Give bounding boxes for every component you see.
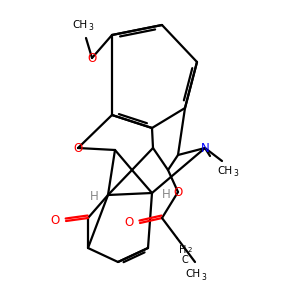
Text: 3: 3 <box>234 169 239 178</box>
Text: H: H <box>179 245 187 255</box>
Text: H: H <box>162 188 170 202</box>
Text: 3: 3 <box>202 272 206 281</box>
Text: N: N <box>201 142 209 154</box>
Text: C: C <box>182 255 188 265</box>
Text: O: O <box>173 185 183 199</box>
Text: 3: 3 <box>88 23 93 32</box>
Text: O: O <box>74 142 82 154</box>
Text: O: O <box>124 217 134 230</box>
Text: 2: 2 <box>188 247 192 253</box>
Text: H: H <box>90 190 98 203</box>
Text: O: O <box>50 214 60 227</box>
Text: CH: CH <box>72 20 88 30</box>
Text: O: O <box>87 52 97 64</box>
Text: CH: CH <box>218 166 232 176</box>
Text: CH: CH <box>185 269 201 279</box>
